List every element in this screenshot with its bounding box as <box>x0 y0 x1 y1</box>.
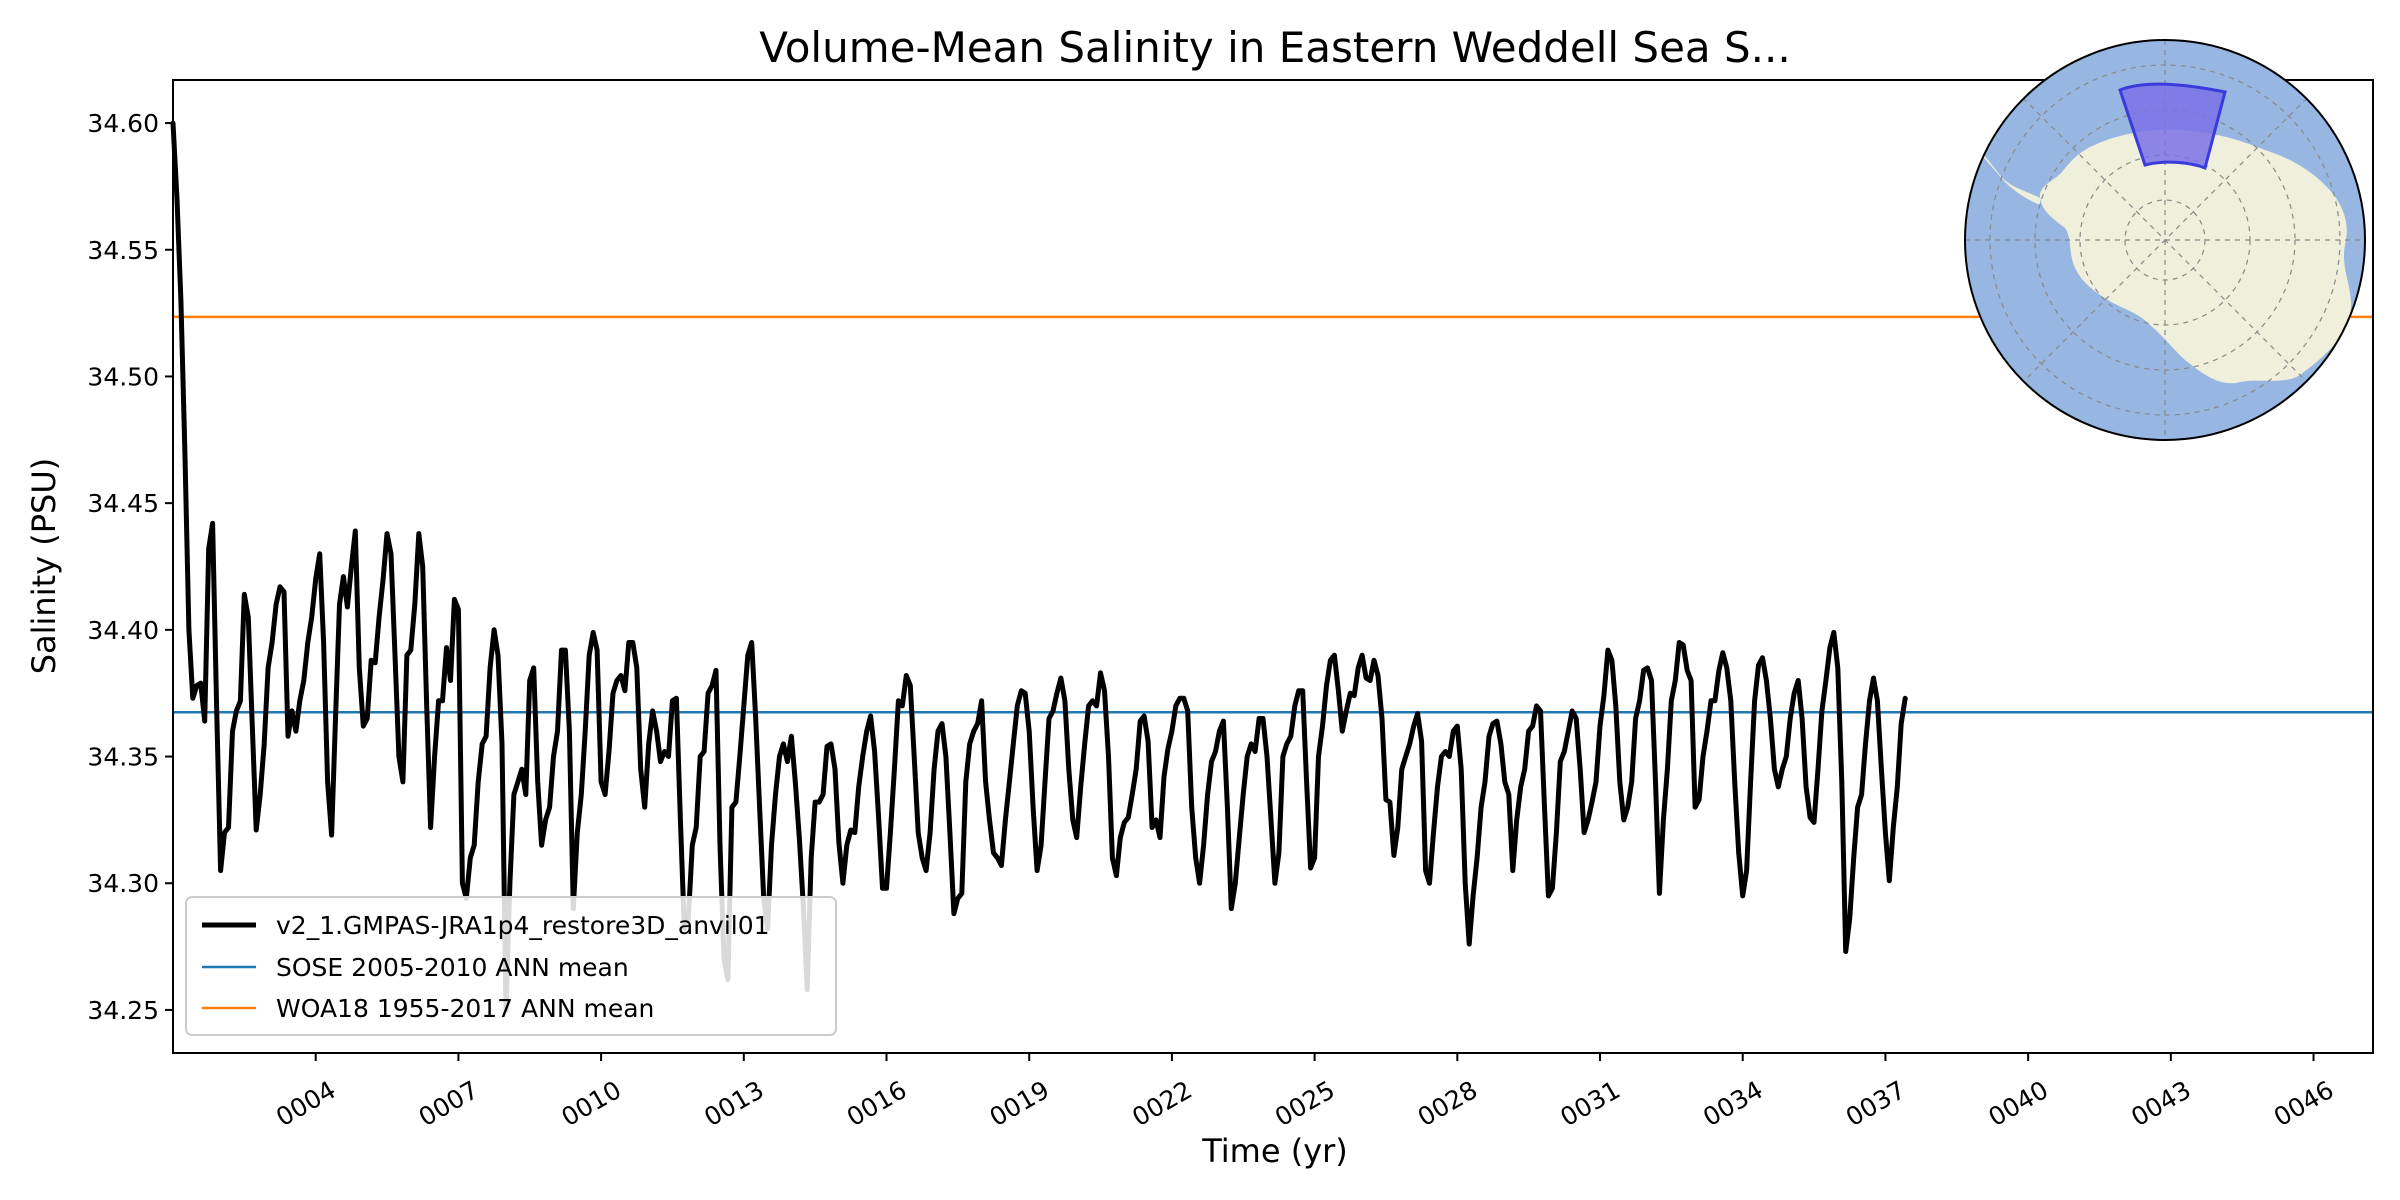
x-tick-label: 0028 <box>1413 1075 1483 1132</box>
eastern-weddell-region <box>2118 82 2227 171</box>
x-tick-label: 0004 <box>271 1075 341 1132</box>
x-tick-label: 0010 <box>557 1075 627 1132</box>
x-tick-label: 0025 <box>1270 1075 1340 1132</box>
legend-box <box>185 896 837 1036</box>
x-tick-label: 0013 <box>699 1075 769 1132</box>
x-tick-label: 0034 <box>1698 1075 1768 1132</box>
y-tick-label: 34.60 <box>87 109 159 138</box>
legend: v2_1.GMPAS-JRA1p4_restore3D_anvil01 SOSE… <box>185 896 837 1036</box>
y-tick-label: 34.40 <box>87 616 159 645</box>
y-tick-label: 34.25 <box>87 996 159 1025</box>
y-axis-label: Salinity (PSU) <box>25 458 63 675</box>
x-tick-label: 0043 <box>2126 1075 2196 1132</box>
antarctica-land <box>1978 129 2352 384</box>
x-axis-label: Time (yr) <box>1201 1132 1348 1170</box>
x-tick-label: 0007 <box>414 1075 484 1132</box>
y-tick-label: 34.30 <box>87 869 159 898</box>
model-series-line <box>170 120 1908 1013</box>
map-border <box>1964 39 2366 441</box>
x-tick-label: 0016 <box>842 1075 912 1132</box>
x-tick-label: 0019 <box>985 1075 1055 1132</box>
y-axis-ticks: 34.25 34.30 34.35 34.40 34.45 34.50 34.55 34.60 <box>87 109 173 1025</box>
chart-title: Volume-Mean Salinity in Eastern Weddell … <box>759 23 1791 72</box>
y-tick-label: 34.35 <box>87 743 159 772</box>
series-layer <box>170 120 1908 1013</box>
y-tick-label: 34.45 <box>87 489 159 518</box>
legend-label-model: v2_1.GMPAS-JRA1p4_restore3D_anvil01 <box>276 911 770 940</box>
antarctica-inset-map <box>1964 39 2366 441</box>
x-tick-label: 0046 <box>2269 1075 2339 1132</box>
y-tick-label: 34.55 <box>87 236 159 265</box>
y-tick-label: 34.50 <box>87 362 159 391</box>
map-gridlines <box>1965 40 2365 440</box>
x-tick-label: 0022 <box>1127 1075 1197 1132</box>
legend-label-woa18: WOA18 1955-2017 ANN mean <box>276 994 654 1023</box>
legend-label-sose: SOSE 2005-2010 ANN mean <box>276 953 629 982</box>
x-axis-ticks: 0004 0007 0010 0013 0016 0019 0022 0025 0028 0031… <box>271 1053 2339 1132</box>
plot-frame <box>172 79 2374 1054</box>
x-tick-label: 0040 <box>1984 1075 2054 1132</box>
x-tick-label: 0037 <box>1841 1075 1911 1132</box>
x-tick-label: 0031 <box>1555 1075 1625 1132</box>
